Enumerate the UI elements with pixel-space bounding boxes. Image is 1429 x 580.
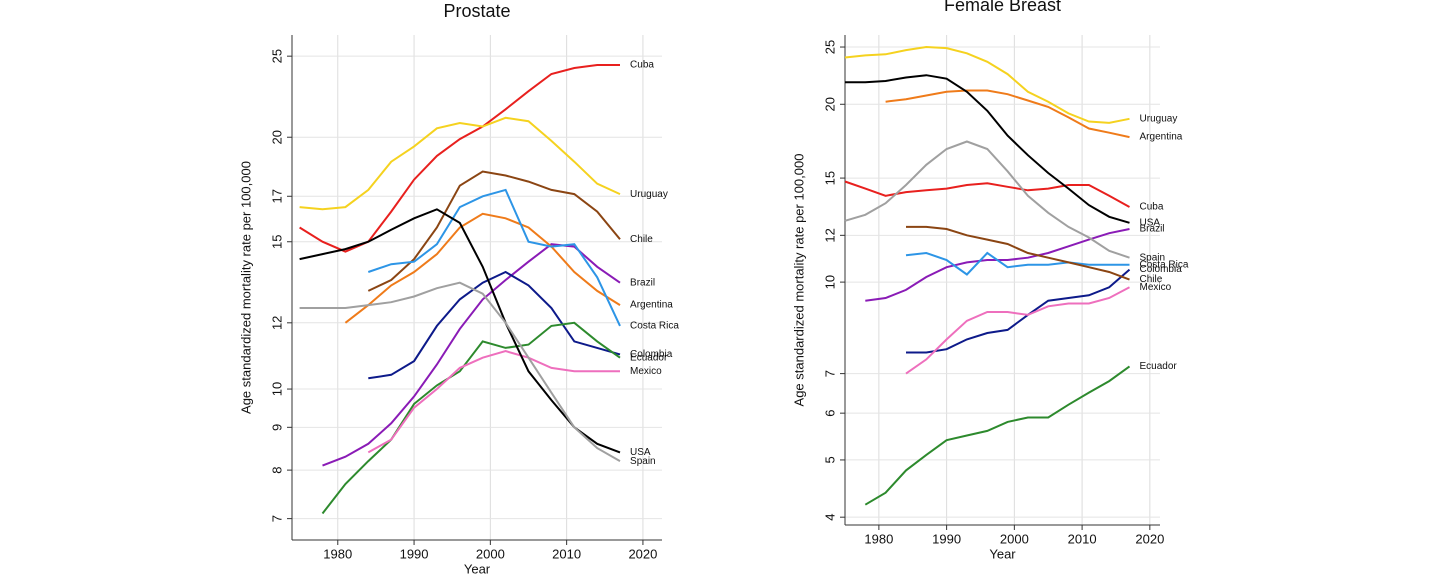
series-label: Brazil xyxy=(630,277,655,288)
y-tick-label: 10 xyxy=(269,382,284,396)
series-label: Colombia xyxy=(630,349,673,360)
series-line xyxy=(321,321,621,515)
series-line xyxy=(299,64,620,253)
series-line xyxy=(905,286,1130,375)
x-tick-label: 2000 xyxy=(1000,531,1029,546)
x-tick-label: 2010 xyxy=(552,546,581,561)
y-tick-label: 10 xyxy=(822,275,837,289)
x-axis-label: Year xyxy=(464,561,491,576)
series-line xyxy=(864,365,1131,506)
y-axis-label: Age standardized mortality rate per 100,… xyxy=(238,161,253,414)
y-tick-label: 15 xyxy=(269,235,284,249)
x-tick-label: 1980 xyxy=(323,546,352,561)
chart-title: Prostate xyxy=(443,1,510,21)
y-tick-label: 12 xyxy=(269,316,284,330)
y-tick-label: 9 xyxy=(269,424,284,431)
series-label: Chile xyxy=(630,234,653,245)
series-line xyxy=(344,212,621,324)
series-label: Argentina xyxy=(630,300,673,311)
series-label: Cuba xyxy=(630,60,654,71)
x-tick-label: 2010 xyxy=(1068,531,1097,546)
series-label: Mexico xyxy=(630,366,662,377)
y-tick-label: 4 xyxy=(822,514,837,521)
series-line xyxy=(905,251,1130,276)
series-label: Ecuador xyxy=(630,352,668,363)
series-line xyxy=(885,89,1130,139)
series-line xyxy=(906,268,1131,354)
series-label: Costa Rica xyxy=(630,320,679,331)
y-tick-label: 20 xyxy=(822,97,837,111)
x-axis-label: Year xyxy=(989,546,1016,561)
series-label: Costa Rica xyxy=(1140,259,1189,270)
series-line xyxy=(299,281,621,462)
series-label: USA xyxy=(1140,217,1161,228)
series-label: Uruguay xyxy=(1140,113,1178,124)
series-line xyxy=(322,243,621,467)
series-label: Mexico xyxy=(1140,282,1172,293)
series-line xyxy=(844,140,1130,259)
y-axis-label: Age standardized mortality rate per 100,… xyxy=(791,154,806,407)
series-line xyxy=(367,188,621,327)
y-tick-label: 15 xyxy=(822,171,837,185)
series-line xyxy=(844,45,1130,124)
series-line xyxy=(845,74,1130,224)
series-label: Chile xyxy=(1140,274,1163,285)
series-line xyxy=(906,225,1130,281)
y-tick-label: 7 xyxy=(822,370,837,377)
y-tick-label: 5 xyxy=(822,456,837,463)
series-label: Spain xyxy=(630,456,656,467)
series-label: Uruguay xyxy=(630,189,668,200)
series-label: Spain xyxy=(1140,252,1166,263)
series-line xyxy=(844,180,1130,208)
series-label: Brazil xyxy=(1140,224,1165,235)
x-tick-label: 1990 xyxy=(400,546,429,561)
series-line xyxy=(299,116,621,211)
x-tick-label: 1990 xyxy=(932,531,961,546)
y-tick-label: 12 xyxy=(822,228,837,242)
y-tick-label: 25 xyxy=(822,40,837,54)
series-line xyxy=(367,350,620,454)
series-label: Colombia xyxy=(1140,264,1183,275)
y-tick-label: 17 xyxy=(269,189,284,203)
chart-title: Female Breast xyxy=(944,0,1061,15)
series-label: Cuba xyxy=(1140,202,1164,213)
y-tick-label: 8 xyxy=(269,466,284,473)
y-tick-label: 25 xyxy=(269,49,284,63)
series-line xyxy=(368,270,621,380)
series-label: Argentina xyxy=(1140,132,1183,143)
x-tick-label: 1980 xyxy=(864,531,893,546)
y-tick-label: 6 xyxy=(822,410,837,417)
series-label: Ecuador xyxy=(1140,361,1178,372)
x-tick-label: 2020 xyxy=(628,546,657,561)
series-line xyxy=(299,208,621,454)
series-label: USA xyxy=(630,447,651,458)
x-tick-label: 2000 xyxy=(476,546,505,561)
y-tick-label: 20 xyxy=(269,130,284,144)
y-tick-label: 7 xyxy=(269,515,284,522)
x-tick-label: 2020 xyxy=(1135,531,1164,546)
